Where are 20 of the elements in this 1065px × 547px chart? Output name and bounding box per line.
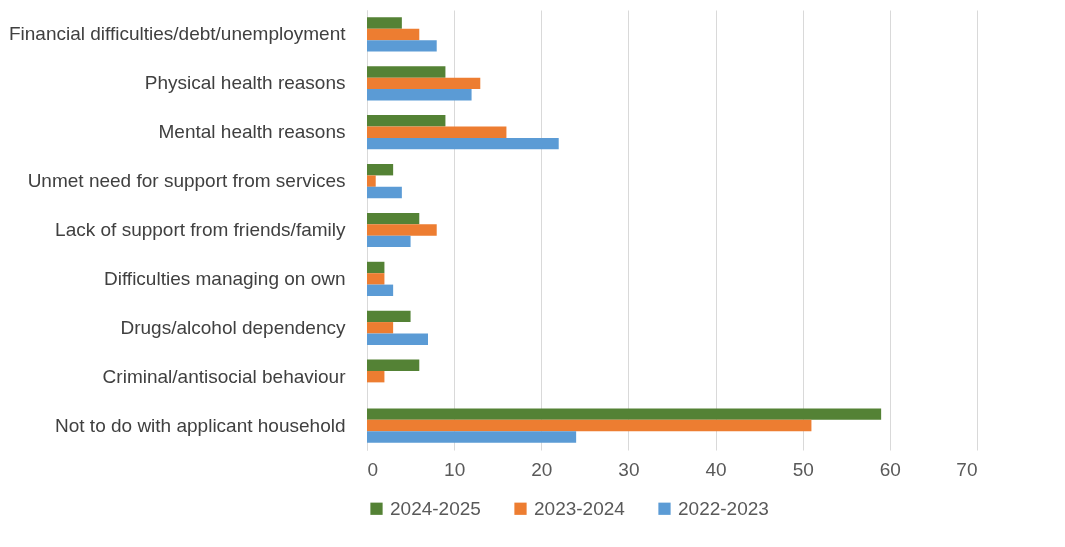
x-tick-label: 0 (367, 458, 379, 480)
y-tick-label: Lack of support from friends/family (55, 219, 346, 240)
y-tick-label: Financial difficulties/debt/unemployment (8, 23, 347, 45)
x-tick-label: 70 (956, 458, 978, 480)
legend-label: 2024-2025 (390, 497, 481, 519)
y-tick-label: Mental health reasons (158, 121, 346, 143)
x-tick-label: 30 (618, 458, 640, 480)
legend-label: 2022-2023 (678, 497, 769, 519)
legend-label: 2023-2024 (534, 497, 626, 519)
y-tick-label: Difficulties managing on own (103, 267, 346, 289)
x-tick-label: 60 (879, 458, 901, 480)
y-tick-label: Not to do with applicant household (55, 414, 346, 436)
x-tick-label: 40 (705, 458, 727, 480)
y-tick-label: Drugs/alcohol dependency (120, 316, 346, 338)
x-tick-label: 10 (444, 458, 466, 480)
x-tick-label: 50 (792, 458, 814, 480)
x-tick-label: 20 (531, 458, 553, 480)
y-tick-label: Physical health reasons (144, 72, 346, 94)
y-tick-label: Criminal/antisocial behaviour (102, 365, 347, 387)
y-tick-label: Unmet need for support from services (27, 170, 346, 192)
